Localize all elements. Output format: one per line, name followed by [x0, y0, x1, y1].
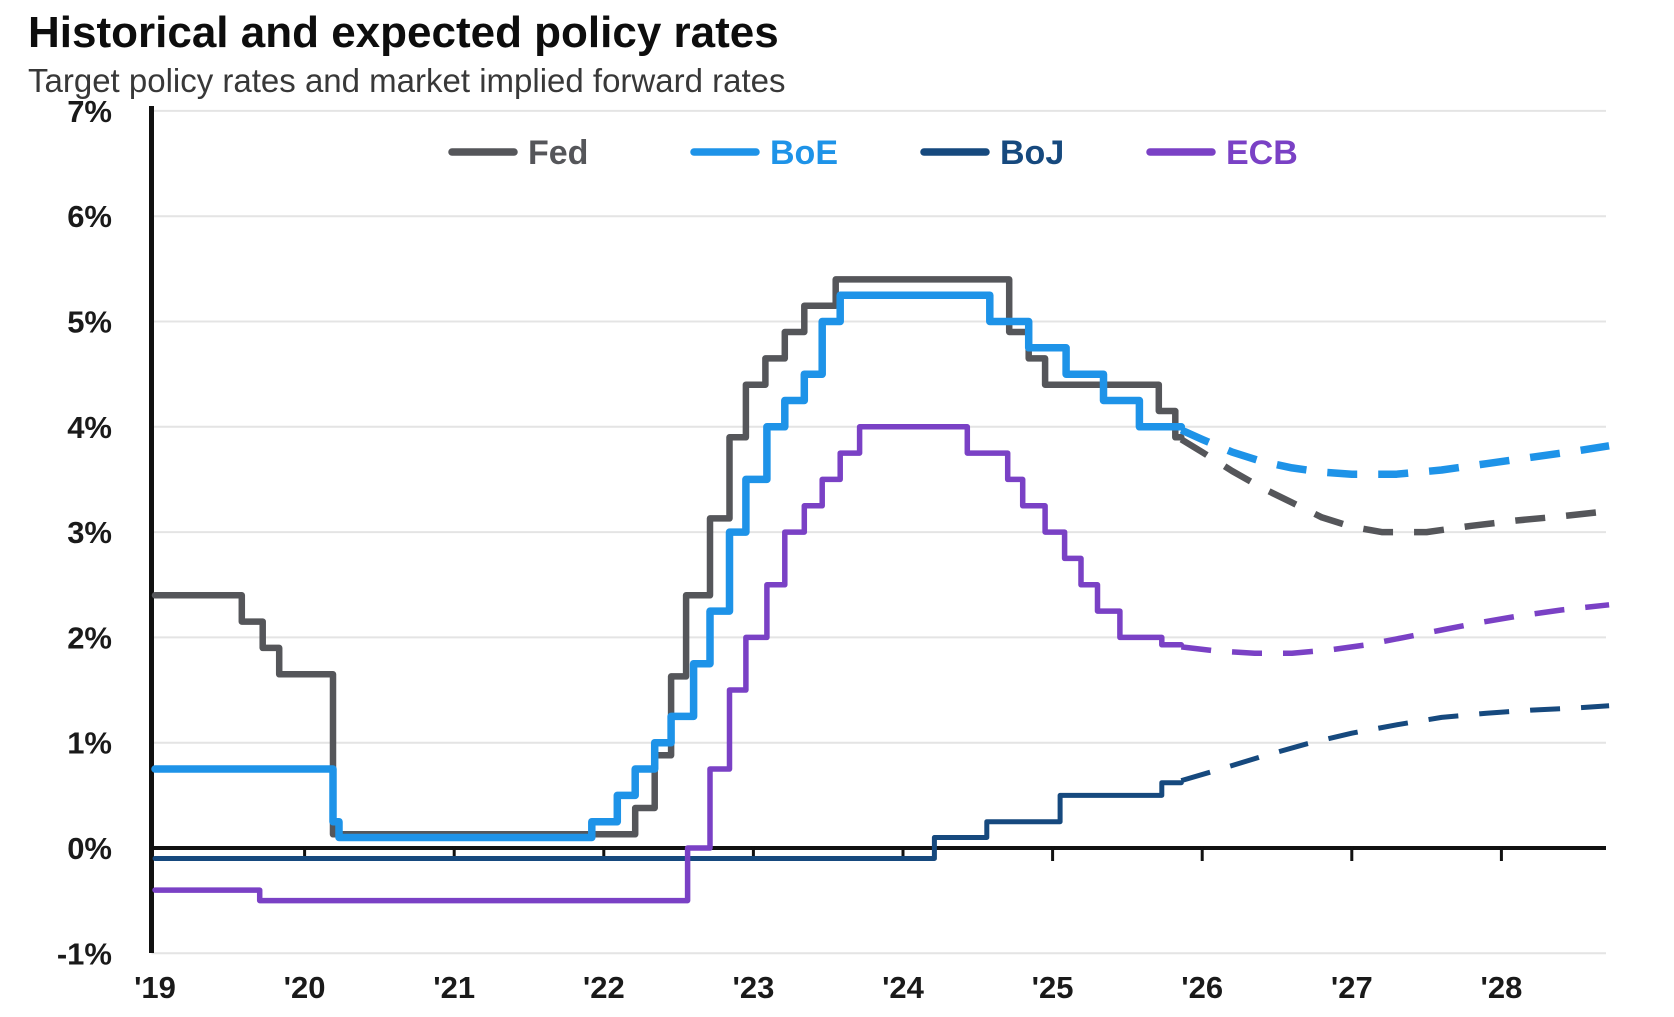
x-axis-labels: '19 '20 '21 '22 '23 '24 '25 '26 '27 '28 [134, 970, 1522, 1005]
series-ecb-forward-line [1180, 602, 1610, 656]
legend-label-ecb: ECB [1226, 134, 1298, 172]
series-boe-forward-line [1179, 426, 1610, 478]
series-fed-forward-line [1179, 436, 1610, 536]
legend: Fed BoE BoJ ECB [448, 134, 1298, 172]
x-label-23: '23 [732, 970, 774, 1005]
y-label-4pct: 4% [67, 410, 112, 445]
legend-item-ecb: ECB [1146, 134, 1298, 172]
y-axis-labels: 7% 6% 5% 4% 3% 2% 1% 0% -1% [57, 94, 112, 971]
x-axis-ticks [303, 846, 1503, 861]
legend-item-fed: Fed [448, 134, 588, 172]
x-label-26: '26 [1181, 970, 1223, 1005]
series-boj-forward-line [1180, 703, 1610, 783]
y-label--1pct: -1% [57, 936, 112, 971]
x-label-28: '28 [1480, 970, 1522, 1005]
legend-item-boj: BoJ [920, 134, 1064, 172]
y-label-0pct: 0% [67, 831, 112, 866]
gridlines [151, 109, 1606, 955]
chart-subtitle: Target policy rates and market implied f… [28, 62, 786, 99]
legend-label-fed: Fed [528, 134, 588, 172]
y-label-7pct: 7% [67, 94, 112, 129]
legend-label-boe: BoE [770, 134, 838, 172]
y-label-1pct: 1% [67, 726, 112, 761]
x-label-19: '19 [134, 970, 176, 1005]
y-label-2pct: 2% [67, 620, 112, 655]
legend-item-boe: BoE [690, 134, 838, 172]
y-label-5pct: 5% [67, 305, 112, 340]
x-label-24: '24 [882, 970, 925, 1005]
series-boj-historical-line [152, 780, 1184, 861]
x-label-25: '25 [1032, 970, 1074, 1005]
legend-label-boj: BoJ [1000, 134, 1064, 172]
series-ecb-historical-line [152, 424, 1185, 904]
x-label-22: '22 [583, 970, 625, 1005]
series-fed-historical-line [151, 276, 1185, 838]
x-label-27: '27 [1331, 970, 1373, 1005]
y-label-3pct: 3% [67, 515, 112, 550]
x-label-20: '20 [284, 970, 326, 1005]
series-boe-historical-line [151, 291, 1186, 842]
y-label-6pct: 6% [67, 199, 112, 234]
x-label-21: '21 [433, 970, 475, 1005]
chart-title: Historical and expected policy rates [28, 8, 779, 57]
